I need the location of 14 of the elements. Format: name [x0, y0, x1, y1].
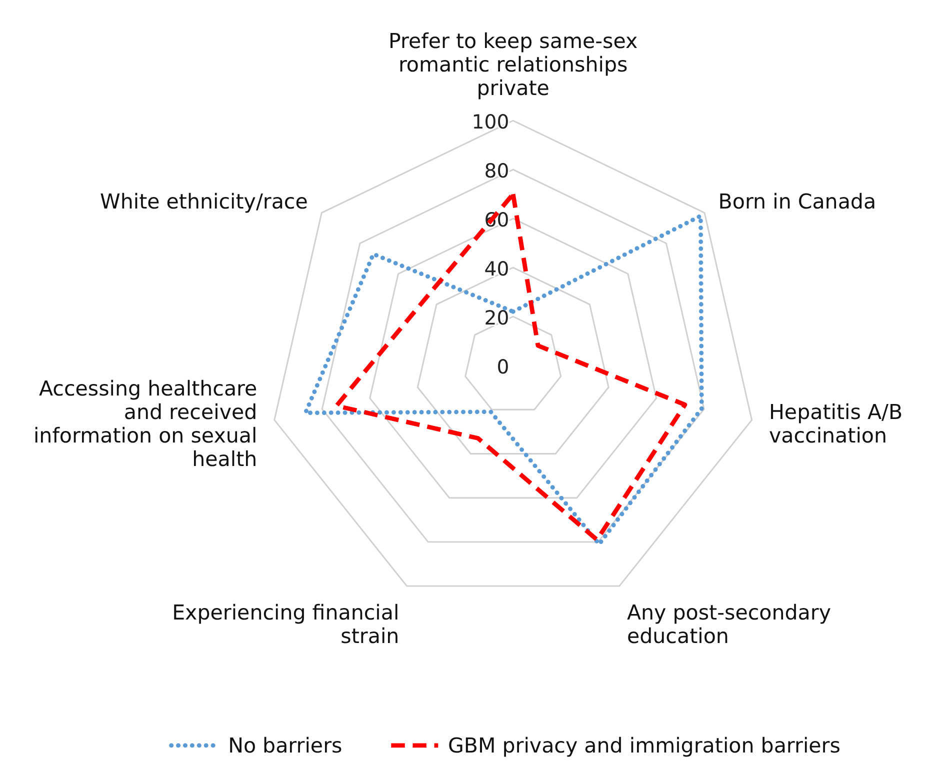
spoke-label: White ethnicity/race — [100, 190, 308, 214]
spoke-label: Accessing healthcare and received information on sexual health — [33, 376, 258, 471]
y-tick-label: 100 — [472, 110, 510, 134]
y-tick-label: 40 — [484, 257, 510, 280]
spoke-label: Prefer to keep same-sex romantic relationships private — [388, 29, 638, 100]
y-tick-label: 0 — [496, 355, 510, 378]
spoke-label: Any post-secondary education — [626, 600, 832, 648]
legend-label: No barriers — [228, 733, 342, 758]
spoke-label: Experiencing financial strain — [172, 600, 400, 648]
y-tick-label: 80 — [484, 159, 510, 182]
legend-label: GBM privacy and immigration barriers — [448, 733, 840, 758]
spoke-label: Born in Canada — [718, 190, 876, 214]
spoke-label: Hepatitis A/B vaccination — [768, 400, 903, 448]
y-tick-label: 20 — [484, 306, 510, 330]
